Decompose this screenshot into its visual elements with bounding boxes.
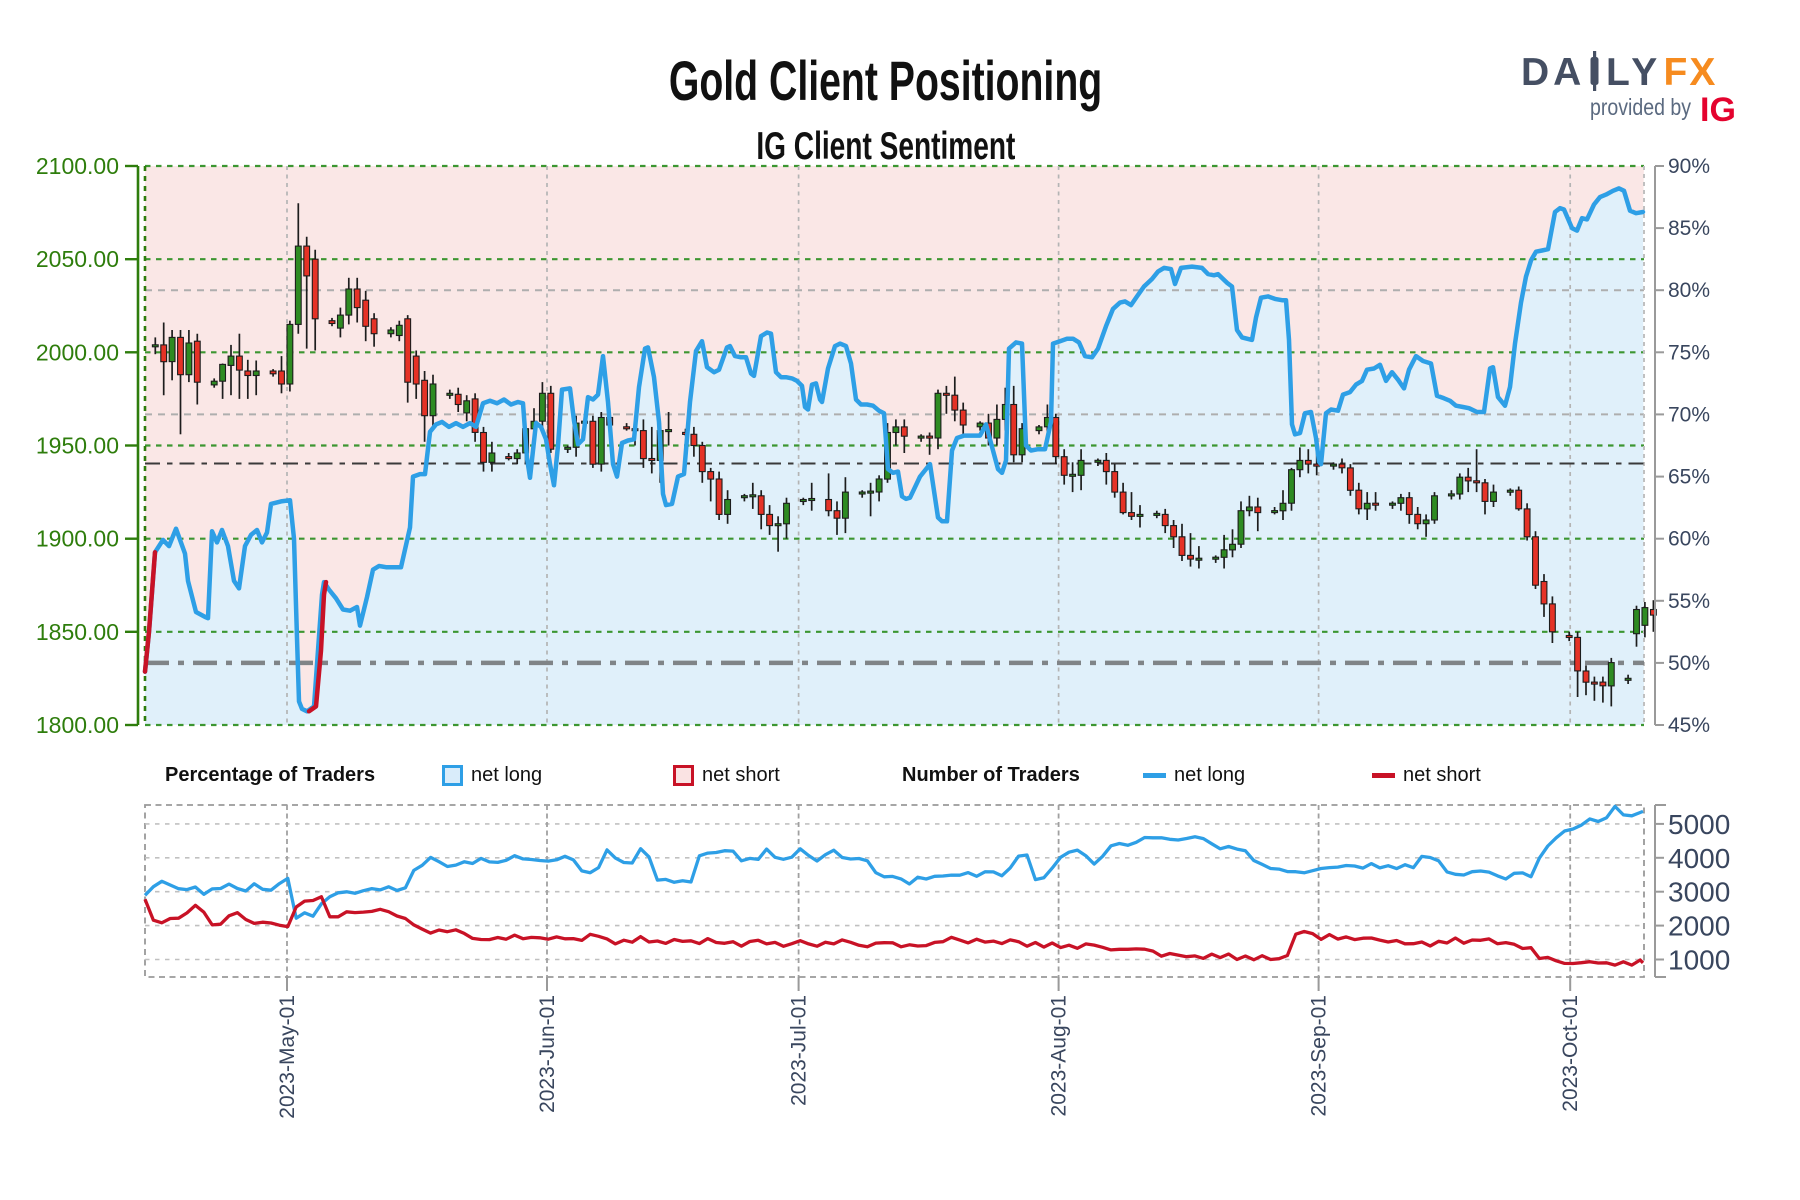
svg-text:90%: 90% xyxy=(1668,155,1710,178)
svg-text:45%: 45% xyxy=(1668,714,1710,737)
svg-text:5000: 5000 xyxy=(1668,809,1730,840)
svg-text:60%: 60% xyxy=(1668,528,1710,551)
svg-text:1950.00: 1950.00 xyxy=(36,433,119,459)
svg-text:2000.00: 2000.00 xyxy=(36,339,119,365)
svg-text:provided by: provided by xyxy=(1590,94,1691,120)
svg-text:2050.00: 2050.00 xyxy=(36,246,119,272)
svg-text:4000: 4000 xyxy=(1668,843,1730,874)
svg-text:DA: DA xyxy=(1521,51,1585,94)
svg-text:1000: 1000 xyxy=(1668,945,1730,976)
svg-text:2023-May-01: 2023-May-01 xyxy=(276,995,299,1119)
svg-text:65%: 65% xyxy=(1668,466,1710,489)
svg-text:50%: 50% xyxy=(1668,652,1710,675)
svg-text:3000: 3000 xyxy=(1668,877,1730,908)
svg-text:1850.00: 1850.00 xyxy=(36,619,119,645)
svg-text:2000: 2000 xyxy=(1668,911,1730,942)
svg-text:2023-Oct-01: 2023-Oct-01 xyxy=(1559,995,1582,1112)
svg-text:2023-Aug-01: 2023-Aug-01 xyxy=(1048,995,1071,1116)
svg-text:2023-Jul-01: 2023-Jul-01 xyxy=(788,995,811,1106)
svg-text:FX: FX xyxy=(1664,51,1718,94)
svg-text:75%: 75% xyxy=(1668,341,1710,364)
svg-text:80%: 80% xyxy=(1668,279,1710,302)
svg-text:1900.00: 1900.00 xyxy=(36,526,119,552)
svg-text:IG: IG xyxy=(1700,91,1736,129)
svg-text:2100.00: 2100.00 xyxy=(36,153,119,179)
svg-text:55%: 55% xyxy=(1668,590,1710,613)
svg-text:2023-Jun-01: 2023-Jun-01 xyxy=(536,995,559,1113)
svg-text:LY: LY xyxy=(1606,51,1662,94)
svg-text:85%: 85% xyxy=(1668,217,1710,240)
svg-text:2023-Sep-01: 2023-Sep-01 xyxy=(1308,995,1331,1116)
svg-text:70%: 70% xyxy=(1668,403,1710,426)
svg-text:1800.00: 1800.00 xyxy=(36,712,119,738)
